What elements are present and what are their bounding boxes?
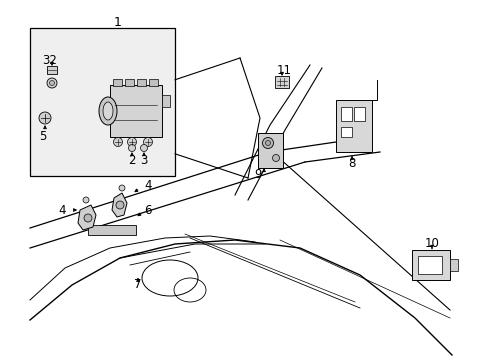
Circle shape [84,214,92,222]
Circle shape [143,138,152,147]
Text: 4: 4 [58,203,65,216]
Circle shape [272,154,279,162]
Text: 3: 3 [140,153,147,166]
Circle shape [128,144,135,152]
Circle shape [83,197,89,203]
Circle shape [39,112,51,124]
Bar [417,256,441,274]
Circle shape [265,140,270,145]
Text: 7: 7 [134,279,142,292]
Bar [353,107,364,121]
Text: 32: 32 [42,54,57,67]
Text: 11: 11 [276,63,291,77]
Bar [110,85,162,137]
Circle shape [49,81,54,86]
Bar [449,259,457,271]
Text: 9: 9 [254,167,261,180]
Bar [30,28,175,176]
Text: 8: 8 [347,157,355,170]
Bar [340,127,351,137]
Circle shape [116,201,124,209]
Bar [149,79,158,86]
Bar [258,133,283,168]
Circle shape [119,185,125,191]
Text: 10: 10 [424,237,439,249]
Circle shape [140,144,147,152]
Ellipse shape [99,97,117,125]
Bar [411,250,449,280]
Bar [335,100,371,152]
Bar [162,95,170,107]
Text: 6: 6 [144,203,151,216]
Text: 5: 5 [39,130,46,143]
Circle shape [262,138,273,149]
Text: 1: 1 [114,15,122,28]
Circle shape [127,138,136,147]
Bar [137,79,146,86]
Bar [47,66,57,74]
Bar [113,79,122,86]
Text: 2: 2 [128,153,136,166]
Circle shape [113,138,122,147]
Polygon shape [112,193,127,217]
Bar [88,225,136,235]
Bar [340,107,351,121]
Circle shape [47,78,57,88]
Ellipse shape [103,102,113,120]
Bar [274,76,288,88]
Polygon shape [78,205,96,230]
Bar [125,79,134,86]
Text: 4: 4 [144,179,151,192]
